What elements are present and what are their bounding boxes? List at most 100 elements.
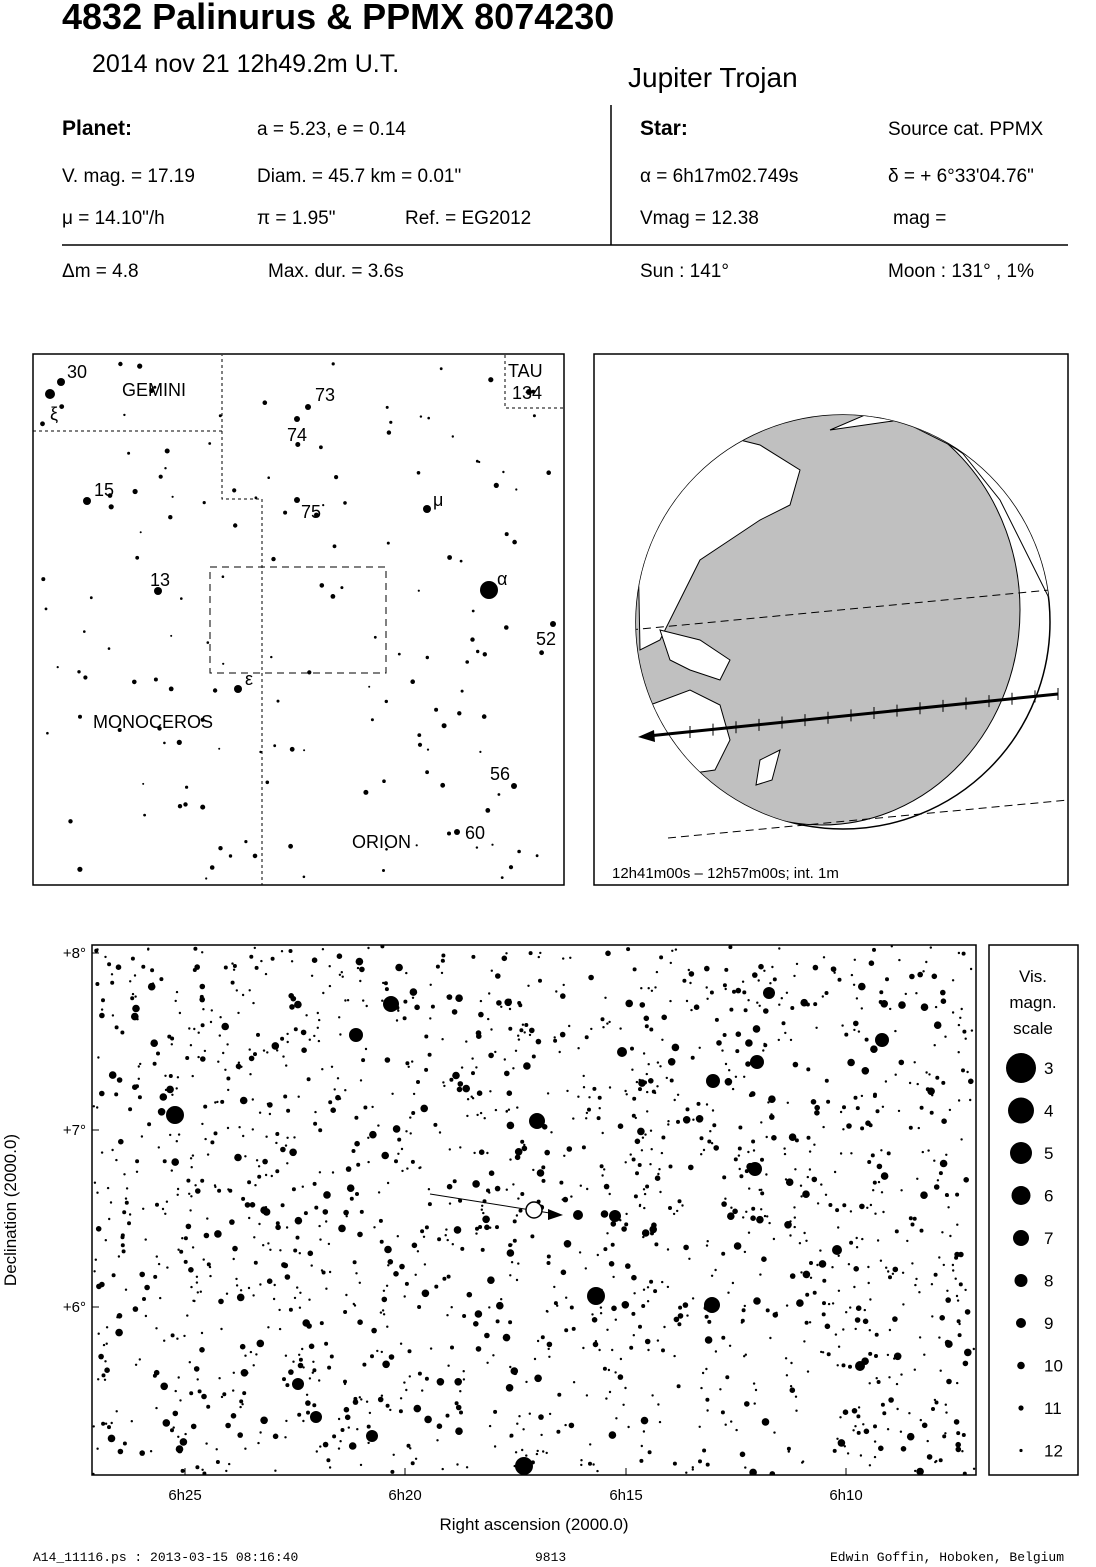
detail-star — [128, 1213, 132, 1216]
detail-star — [359, 1079, 363, 1082]
detail-star — [367, 1136, 370, 1140]
detail-star — [249, 1350, 253, 1354]
detail-star — [137, 1077, 140, 1081]
detail-star — [633, 1292, 636, 1295]
finder-star — [447, 831, 451, 836]
detail-star — [872, 1189, 875, 1192]
detail-star — [478, 1011, 484, 1018]
detail-star — [462, 1370, 465, 1373]
finder-star — [164, 467, 167, 470]
detail-star — [269, 1248, 272, 1252]
detail-star — [440, 971, 444, 975]
detail-star — [355, 957, 364, 966]
detail-star — [809, 1261, 813, 1265]
detail-star — [931, 1315, 934, 1318]
finder-star — [373, 635, 377, 639]
detail-star — [118, 1138, 124, 1145]
detail-star — [430, 1004, 435, 1009]
detail-star — [514, 1154, 521, 1161]
detail-star — [206, 1217, 209, 1220]
detail-star — [580, 1463, 583, 1467]
detail-star — [870, 1045, 878, 1053]
detail-star — [476, 1090, 483, 1096]
detail-star — [252, 1001, 255, 1005]
detail-star — [258, 1222, 261, 1226]
detail-star — [870, 1153, 875, 1158]
detail-bright-star — [832, 1245, 842, 1255]
detail-star — [355, 1272, 358, 1275]
delta-mag: Δm = 4.8 — [62, 261, 139, 282]
detail-star — [379, 1311, 383, 1314]
detail-star — [124, 1197, 128, 1200]
detail-star — [663, 1325, 666, 1329]
detail-star — [482, 1215, 490, 1224]
detail-star — [738, 1125, 743, 1130]
detail-star — [942, 1263, 945, 1267]
detail-star — [880, 1149, 883, 1152]
detail-star — [267, 1102, 273, 1108]
detail-star — [724, 1062, 728, 1066]
detail-star — [416, 1080, 420, 1084]
planet-orbit: a = 5.23, e = 0.14 — [257, 119, 406, 140]
detail-star — [175, 1140, 178, 1143]
finder-star — [343, 501, 347, 505]
detail-star — [604, 996, 607, 999]
detail-star — [530, 1460, 535, 1465]
detail-star — [523, 1031, 526, 1034]
detail-star — [363, 1105, 368, 1110]
detail-bright-star — [750, 1055, 764, 1069]
detail-star — [448, 1148, 451, 1151]
detail-star — [174, 1389, 177, 1393]
detail-star — [860, 1126, 865, 1131]
detail-star — [955, 1192, 960, 1197]
detail-star — [852, 983, 856, 986]
detail-bright-star — [166, 1106, 184, 1124]
detail-star — [752, 1382, 756, 1385]
object-type: Jupiter Trojan — [628, 62, 798, 93]
detail-star — [651, 1394, 654, 1397]
detail-star — [818, 1260, 827, 1268]
detail-star — [862, 1318, 869, 1325]
finder-star — [44, 607, 48, 611]
detail-star — [359, 979, 362, 983]
detail-star — [413, 1404, 422, 1413]
detail-star — [390, 1469, 395, 1474]
finder-star — [508, 865, 514, 870]
finder-star — [481, 714, 487, 719]
detail-star — [893, 1352, 902, 1361]
detail-star — [929, 1110, 934, 1115]
finder-frame — [32, 353, 565, 886]
finder-star — [158, 474, 163, 479]
detail-star — [738, 1167, 741, 1171]
detail-star — [249, 954, 254, 959]
detail-star — [248, 1055, 255, 1062]
finder-star — [425, 770, 429, 775]
detail-star — [767, 1101, 770, 1104]
detail-star — [324, 1341, 329, 1346]
legend-title-1: Vis. — [1019, 967, 1047, 986]
detail-star — [853, 1285, 856, 1289]
detail-star — [957, 1099, 961, 1102]
detail-star — [478, 1225, 483, 1229]
detail-star — [969, 1098, 972, 1102]
detail-star — [842, 1409, 849, 1415]
detail-star — [100, 1151, 104, 1154]
detail-star — [409, 1447, 412, 1450]
detail-star — [789, 1234, 792, 1237]
detail-star — [446, 994, 453, 1000]
detail-star — [584, 1035, 589, 1040]
detail-star — [397, 1152, 400, 1156]
detail-star — [151, 982, 155, 985]
boundary-monoceros — [221, 431, 263, 885]
detail-star — [196, 1291, 199, 1294]
detail-star — [387, 1264, 390, 1267]
detail-star — [135, 1170, 139, 1174]
ytick-label-8: +8° — [63, 945, 86, 962]
detail-star — [116, 1077, 123, 1083]
detail-star — [134, 995, 137, 998]
detail-star — [104, 1360, 107, 1363]
detail-star — [544, 1149, 550, 1156]
detail-star — [225, 1469, 228, 1473]
detail-star — [317, 1039, 321, 1043]
